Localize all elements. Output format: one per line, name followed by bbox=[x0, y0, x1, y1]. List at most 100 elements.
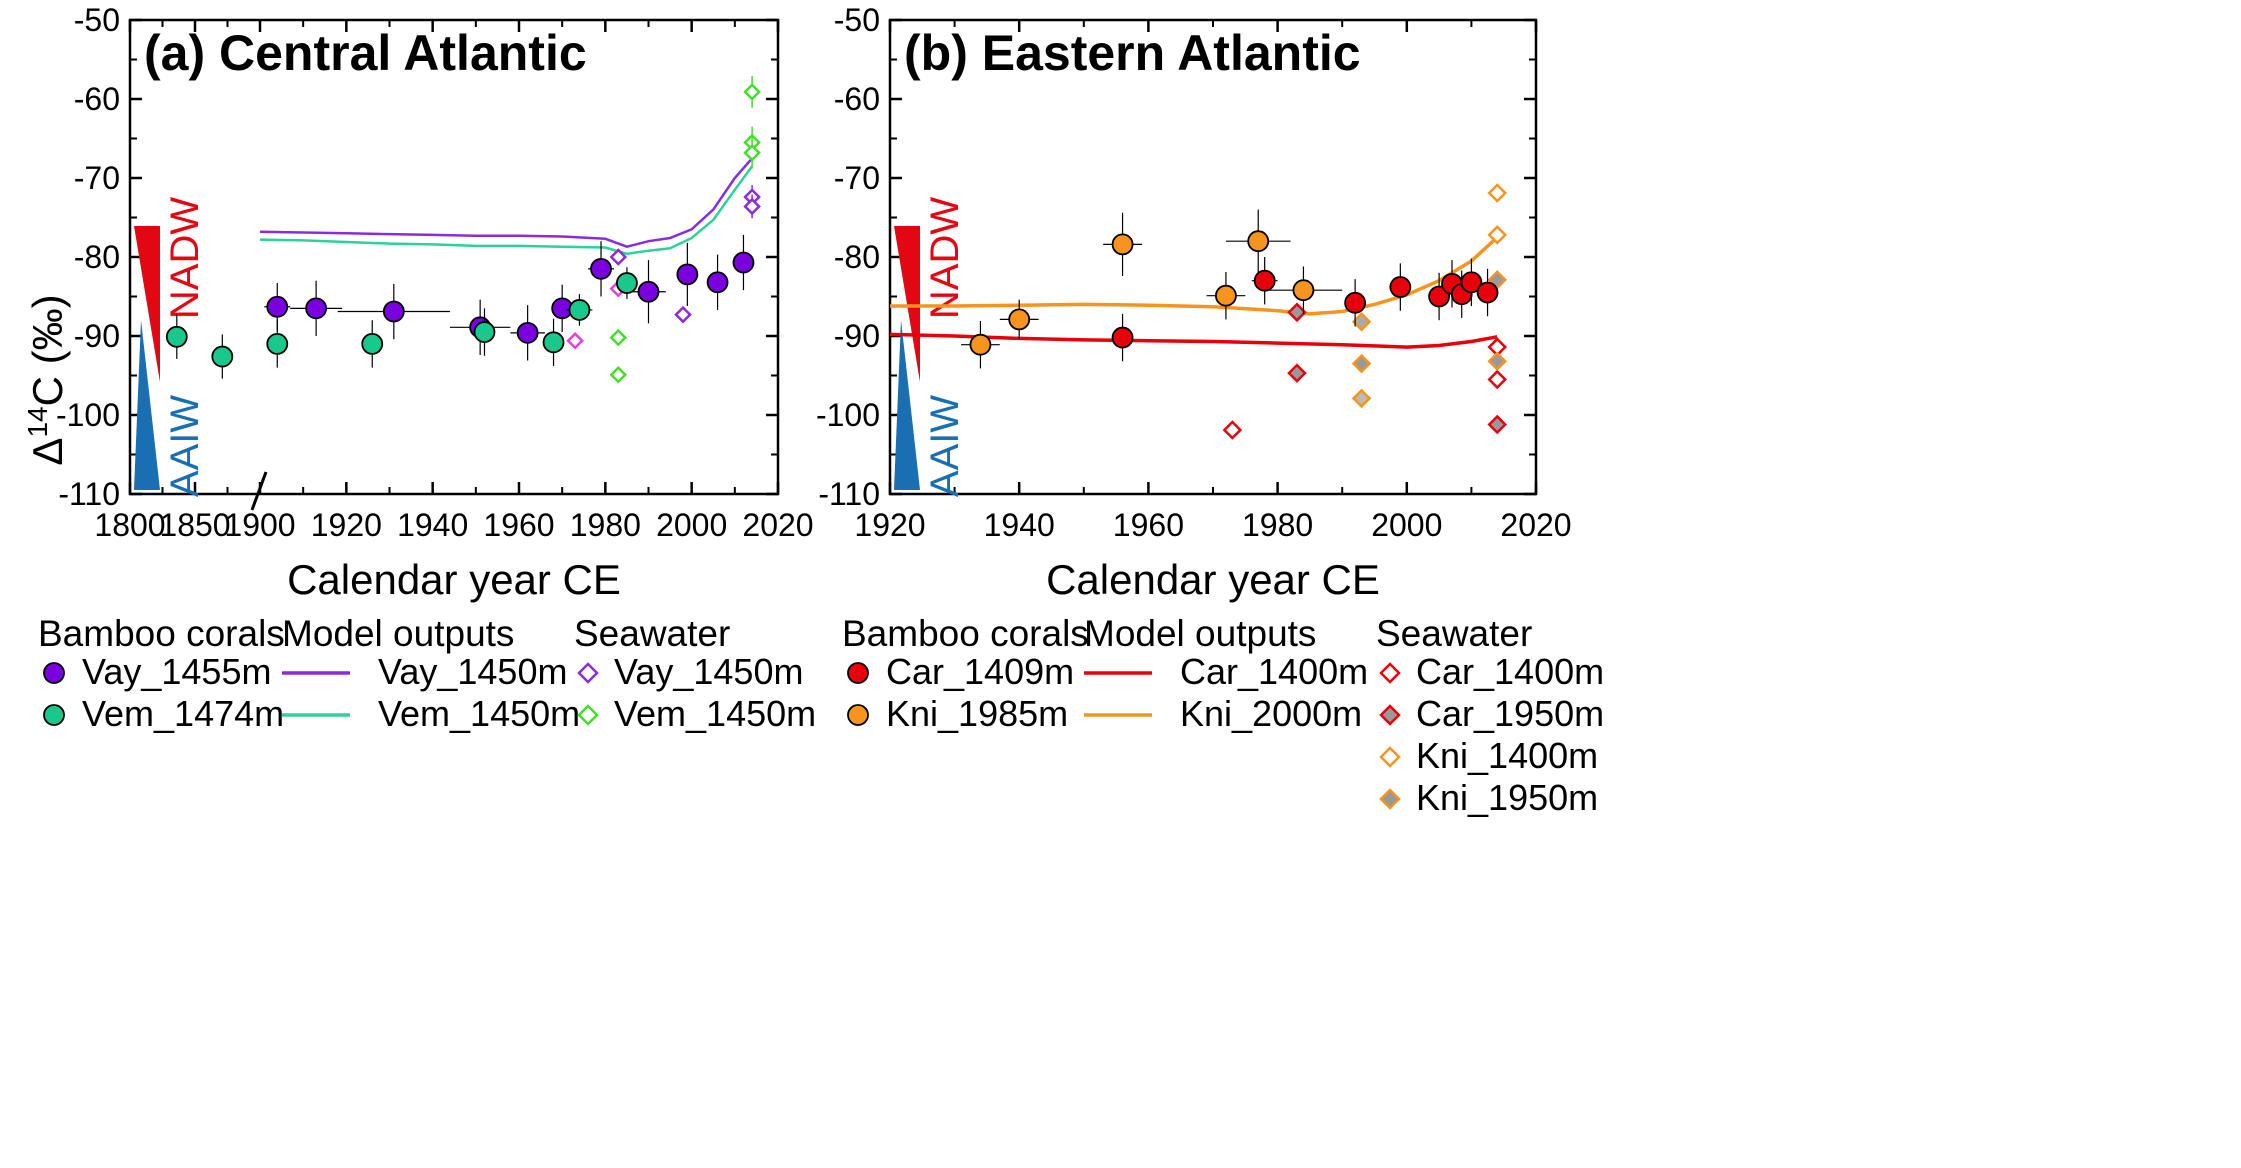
model-line-Kni_2000m bbox=[890, 236, 1499, 316]
x-tick-label: 2020 bbox=[1500, 507, 1571, 543]
legend-item-label: Car_1400m bbox=[1180, 651, 1368, 692]
x-tick-label: 1960 bbox=[483, 507, 554, 543]
y-tick-label: -70 bbox=[834, 160, 880, 196]
coral-point-Kni_1985m bbox=[1247, 230, 1270, 253]
x-tick-label: 2020 bbox=[742, 507, 813, 543]
coral-point-Vem_1474m bbox=[361, 332, 384, 355]
plot-frame bbox=[128, 18, 780, 496]
plot-area bbox=[890, 183, 1508, 440]
coral-point-Car_1409m bbox=[1476, 281, 1499, 304]
legend-item-label: Kni_2000m bbox=[1180, 693, 1362, 734]
y-tick-label: -110 bbox=[818, 476, 880, 512]
coral-point-Vay_1455m bbox=[516, 321, 539, 344]
legend-item-label: Kni_1985m bbox=[886, 693, 1068, 734]
seawater-point-Vem_1450m bbox=[609, 365, 628, 384]
seawater-point-Vem_1450m bbox=[743, 143, 761, 162]
x-tick-label: 1900 bbox=[224, 507, 295, 543]
coral-point-Vay_1455m bbox=[266, 295, 289, 318]
aaiw-wedge bbox=[894, 320, 920, 490]
coral-point-Vay_1455m bbox=[706, 271, 729, 294]
x-tick-label: 2000 bbox=[1371, 507, 1442, 543]
x-tick-label: 1800 bbox=[94, 507, 165, 543]
legend-item-label: Kni_1400m bbox=[1416, 735, 1598, 776]
seawater-point-Kni_1950m bbox=[1351, 353, 1372, 374]
coral-point-Vem_1474m bbox=[211, 345, 234, 368]
panel-name: Central Atlantic bbox=[219, 25, 587, 81]
axis-break-mark bbox=[250, 471, 268, 511]
coral-point-Kni_1985m bbox=[1111, 233, 1134, 256]
y-tick-label: -100 bbox=[816, 397, 880, 433]
legend-item-label: Car_1950m bbox=[1416, 693, 1604, 734]
seawater-point-Car_1400m bbox=[1222, 420, 1243, 440]
legend-symbol-circle bbox=[43, 662, 65, 684]
legend-item-label: Vem_1474m bbox=[82, 693, 284, 734]
seawater-point-Car_1950m bbox=[1287, 363, 1307, 383]
seawater-point-Vay_1450m bbox=[743, 197, 761, 216]
coral-point-Vem_1474m bbox=[616, 272, 638, 294]
seawater-point-Kni_1400m bbox=[1351, 388, 1372, 409]
legend-item-label: Vem_1450m bbox=[378, 693, 580, 734]
plot-frame bbox=[888, 18, 1538, 496]
y-tick-label: -80 bbox=[834, 239, 880, 275]
plot-area bbox=[165, 76, 761, 384]
coral-point-Car_1409m bbox=[1111, 326, 1134, 349]
legend-group-title: Model outputs bbox=[1084, 613, 1316, 654]
legend-symbol-circle bbox=[847, 704, 869, 726]
legend-item-label: Car_1409m bbox=[886, 651, 1074, 692]
x-tick-label: 2000 bbox=[656, 507, 727, 543]
legend-item-label: Car_1400m bbox=[1416, 651, 1604, 692]
aaiw-wedge bbox=[134, 320, 160, 490]
model-line-Vem_1450m bbox=[259, 165, 754, 256]
nadw-label: NADW bbox=[923, 197, 967, 319]
panel-letter: (a) bbox=[144, 25, 219, 81]
coral-point-Kni_1985m bbox=[1008, 308, 1031, 331]
seawater-point-Kni_1400m bbox=[1351, 312, 1372, 332]
y-tick-label: -50 bbox=[74, 2, 120, 38]
legend-symbol-diamond bbox=[1379, 788, 1401, 810]
seawater-point-Vem_1450m bbox=[609, 328, 628, 347]
y-axis-title-rest: C (‰) bbox=[24, 294, 71, 406]
x-tick-label: 1850 bbox=[159, 507, 230, 543]
seawater-point-Kni_1950m bbox=[1487, 351, 1508, 372]
legend-item-label: Vay_1450m bbox=[614, 651, 803, 692]
legend-symbol-diamond bbox=[1379, 746, 1401, 768]
legend-group-title: Bamboo corals bbox=[842, 613, 1089, 654]
y-tick-label: -80 bbox=[74, 239, 120, 275]
seawater-point-Vay_1450m bbox=[609, 248, 628, 266]
nadw-wedge bbox=[134, 226, 160, 382]
coral-point-Car_1409m bbox=[1344, 291, 1367, 314]
x-tick-label: 1940 bbox=[984, 507, 1055, 543]
nadw-label: NADW bbox=[163, 197, 207, 319]
y-tick-label: -110 bbox=[58, 476, 120, 512]
legend-group-title: Model outputs bbox=[282, 613, 514, 654]
legend-symbol-circle bbox=[847, 662, 869, 684]
x-axis-title: Calendar year CE bbox=[287, 556, 621, 603]
coral-point-Vem_1474m bbox=[165, 325, 188, 348]
panel-b: -110 -100 -90 -80 -70 -60 -50 1920 1940 1960 1980 2… bbox=[816, 2, 1572, 603]
seawater-point-Vay_1450m bbox=[674, 305, 692, 324]
y-tick-label: -60 bbox=[834, 81, 880, 117]
coral-point-Car_1409m bbox=[1389, 276, 1412, 298]
coral-point-Vem_1474m bbox=[542, 331, 565, 354]
legend-symbol-diamond bbox=[577, 662, 599, 684]
y-axis-title-main: Δ bbox=[24, 438, 71, 466]
y-tick-label: -60 bbox=[74, 81, 120, 117]
coral-point-Vay_1455m bbox=[305, 297, 328, 320]
x-axis-title: Calendar year CE bbox=[1046, 556, 1380, 603]
seawater-point-Car_1950m bbox=[1487, 414, 1508, 435]
y-tick-label: -100 bbox=[56, 397, 120, 433]
seawater-point-Car_1950m bbox=[1287, 302, 1307, 323]
legend-group-title: Seawater bbox=[1376, 613, 1532, 654]
y-tick-label: -90 bbox=[834, 318, 880, 354]
coral-point-Car_1409m bbox=[1460, 271, 1483, 294]
legend-item-label: Kni_1950m bbox=[1416, 777, 1598, 818]
seawater-point-Kni_1400m bbox=[1487, 183, 1508, 203]
coral-point-Car_1409m bbox=[1428, 285, 1450, 308]
model-line-Car_1400m bbox=[890, 332, 1498, 349]
panel-letter: (b) bbox=[904, 25, 982, 81]
x-tick-label: 1920 bbox=[311, 507, 382, 543]
coral-point-Vem_1474m bbox=[473, 321, 496, 343]
